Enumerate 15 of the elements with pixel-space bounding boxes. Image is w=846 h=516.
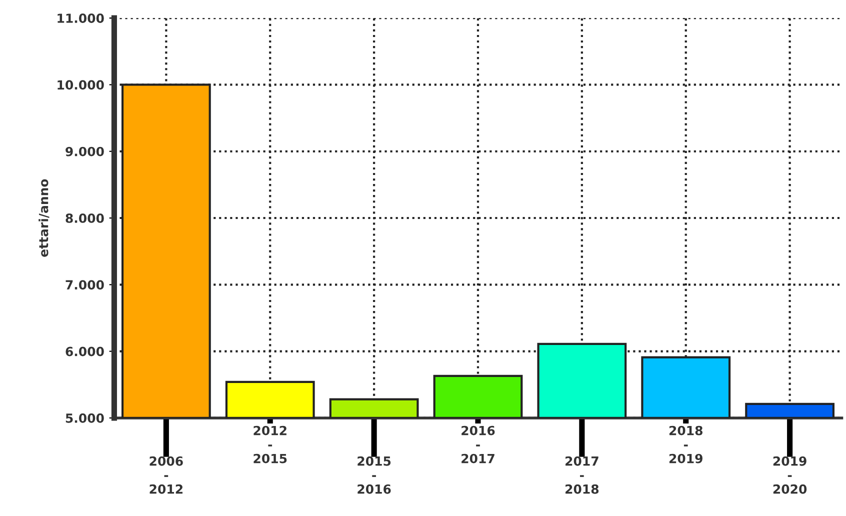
x-tick-label: 2017 - 2018 (566, 456, 599, 494)
x-tick-label: 2006 - 2012 (150, 456, 183, 494)
x-tick-label: 2015 - 2016 (358, 456, 391, 494)
x-tick-label: 2019 - 2020 (773, 456, 807, 494)
x-tick-label: 2018 - 2019 (669, 426, 702, 464)
y-tick-label: 8.000 (66, 213, 104, 223)
y-tick-label: 6.000 (66, 346, 104, 356)
y-tick-label: 11.000 (58, 14, 104, 23)
y-axis-title: ettari/anno (38, 179, 50, 257)
y-tick-label: 5.000 (66, 413, 104, 423)
y-tick-label: 9.000 (66, 146, 104, 156)
y-tick-label: 10.000 (58, 80, 104, 90)
y-tick-label: 7.000 (66, 280, 104, 290)
x-tick-label: 2016 - 2017 (462, 426, 495, 464)
x-tick-label: 2012 - 2015 (254, 426, 287, 464)
